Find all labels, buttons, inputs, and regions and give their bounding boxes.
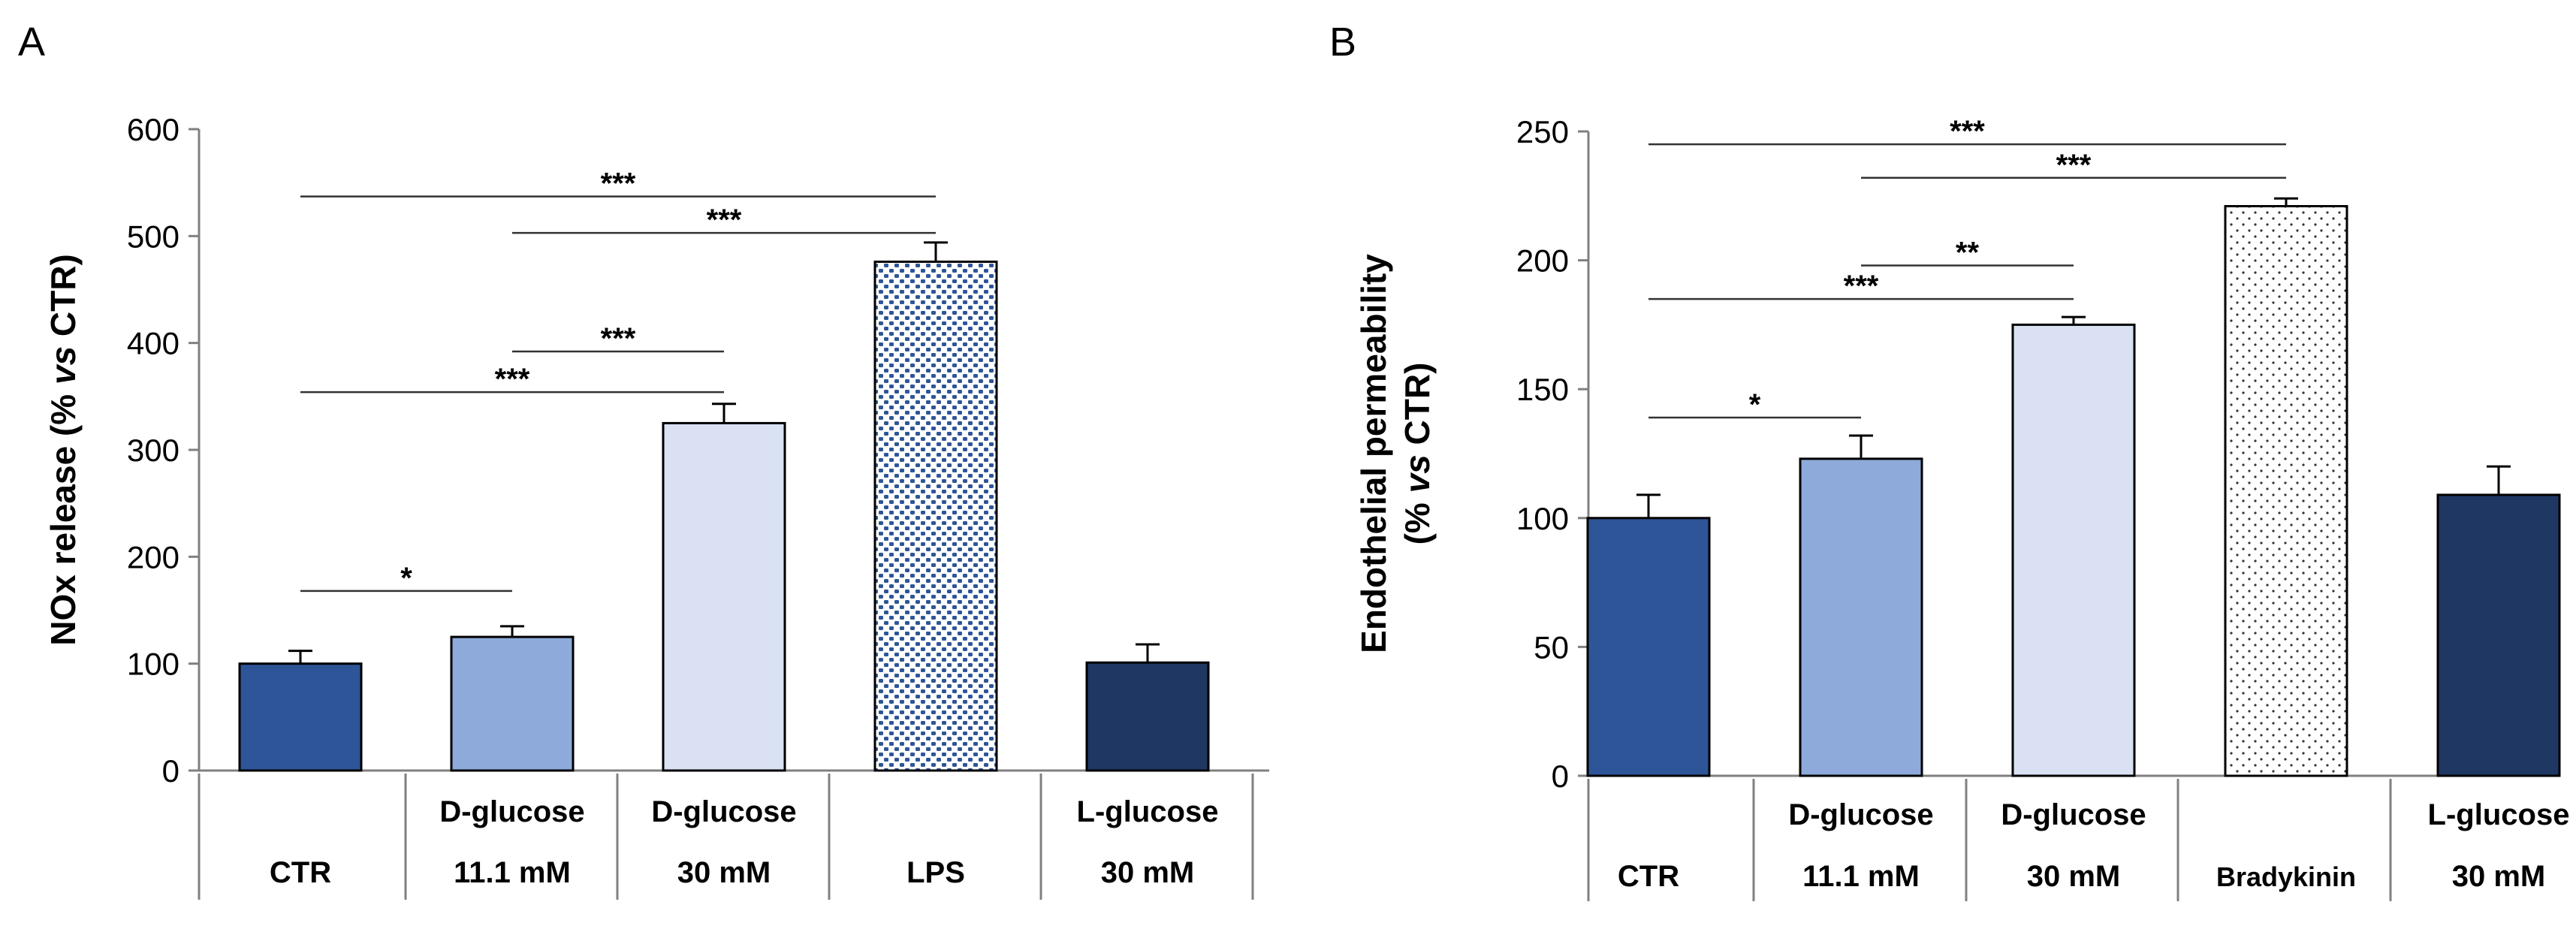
significance-label: *** (601, 167, 636, 201)
category-label-line2: 11.1 mM (454, 856, 571, 889)
panel-label-a: A (18, 20, 45, 65)
chart-panel-b: 0 50 100 150 200 250 CTR D-glucose 11.1 mM D-gluc… (1354, 114, 2569, 901)
bar (1085, 661, 1210, 772)
bar (873, 260, 998, 772)
significance-label: * (400, 562, 412, 595)
y-tick-label: 250 (1516, 114, 1569, 149)
category-label-line2: LPS (906, 856, 965, 889)
bar (1586, 517, 1711, 777)
y-tick-label: 400 (127, 326, 179, 361)
bar (450, 635, 575, 772)
y-tick-label: 150 (1516, 372, 1569, 407)
y-tick-label: 500 (127, 219, 179, 254)
y-axis-label-line1: Endothelial permeability (1354, 254, 1393, 653)
bar (2224, 205, 2348, 777)
significance-label: ** (1956, 236, 1980, 269)
y-tick-label: 300 (127, 433, 179, 468)
category-label-line2: 30 mM (2027, 860, 2121, 893)
y-tick-label: 200 (127, 539, 179, 575)
bar (2436, 493, 2561, 777)
y-tick-label: 200 (1516, 243, 1569, 279)
y-tick-label: 600 (127, 112, 179, 147)
y-tick-label: 0 (1552, 759, 1569, 794)
category-label-line1: D-glucose (1788, 798, 1933, 831)
significance-label: *** (1950, 115, 1985, 148)
y-tick-label: 100 (1516, 501, 1569, 536)
bar (238, 662, 363, 772)
bar (2011, 323, 2136, 777)
category-label-line1: D-glucose (2001, 798, 2146, 831)
category-label-line2: 30 mM (2452, 860, 2546, 893)
significance-label: *** (601, 322, 636, 355)
y-tick-label: 100 (127, 647, 179, 682)
significance-label: *** (495, 363, 530, 396)
significance-label: * (1749, 388, 1761, 421)
y-axis-label: NOx release (% vs CTR) (44, 254, 83, 646)
bar (1799, 457, 1923, 777)
category-label-line2: 30 mM (677, 856, 771, 889)
y-tick-label: 0 (162, 753, 179, 789)
category-label-line1: L-glucose (2428, 798, 2570, 831)
chart-panel-a: 0 100 200 300 400 500 600 CTR D-glucose 11.1 mM D-… (44, 112, 1269, 900)
significance-label: *** (2056, 149, 2092, 182)
category-label-line2: CTR (270, 856, 331, 889)
category-label-line1: D-glucose (651, 795, 796, 828)
significance-label: *** (1844, 270, 1879, 303)
category-label-line2: Bradykinin (2216, 861, 2356, 892)
significance-label: *** (707, 204, 742, 237)
category-label-line2: CTR (1618, 860, 1679, 893)
category-label-line2: 30 mM (1101, 856, 1195, 889)
category-label-line1: D-glucose (439, 795, 584, 828)
y-tick-label: 50 (1534, 629, 1569, 665)
category-label-line2: 11.1 mM (1802, 860, 1920, 893)
bar (662, 421, 786, 772)
panel-label-b: B (1329, 20, 1356, 65)
category-label-line1: L-glucose (1077, 795, 1219, 828)
y-axis-label-line2: (% vs CTR) (1398, 363, 1437, 545)
